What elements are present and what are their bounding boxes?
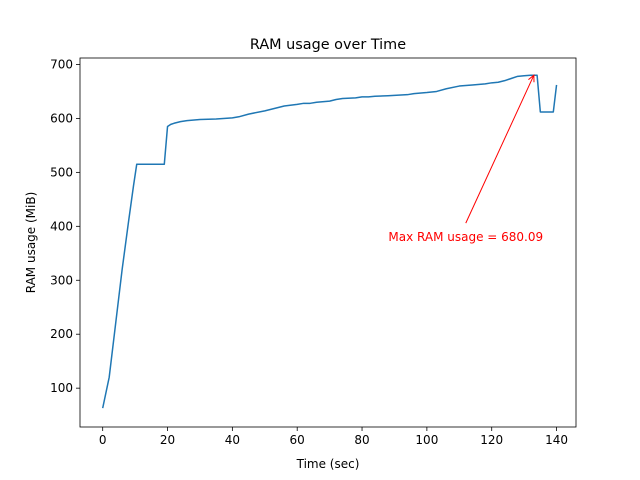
annotation-text: Max RAM usage = 680.09 — [388, 230, 543, 244]
y-tick-label: 100 — [50, 381, 73, 395]
y-tick-label: 200 — [50, 327, 73, 341]
x-tick-label: 140 — [545, 433, 568, 447]
annotation-arrowhead — [528, 74, 535, 83]
x-tick-label: 40 — [225, 433, 240, 447]
x-tick-label: 120 — [480, 433, 503, 447]
ram-usage-line — [101, 74, 558, 409]
x-tick-label: 0 — [99, 433, 107, 447]
y-tick-label: 500 — [50, 165, 73, 179]
y-axis-ticks: 100 200 300 400 500 600 700 — [50, 57, 80, 395]
y-tick-label: 300 — [50, 273, 73, 287]
y-tick-label: 700 — [50, 57, 73, 71]
y-axis-label: RAM usage (MiB) — [24, 192, 38, 294]
x-tick-label: 60 — [290, 433, 305, 447]
x-axis-ticks: 0 20 40 60 80 100 120 140 — [99, 427, 568, 447]
axes-frame — [79, 57, 577, 428]
y-tick-label: 400 — [50, 219, 73, 233]
chart-title: RAM usage over Time — [250, 37, 406, 53]
x-tick-label: 80 — [354, 433, 369, 447]
y-tick-label: 600 — [50, 111, 73, 125]
x-tick-label: 100 — [415, 433, 438, 447]
x-axis-label: Time (sec) — [296, 457, 360, 471]
x-tick-label: 20 — [160, 433, 175, 447]
max-annotation: Max RAM usage = 680.09 — [388, 74, 543, 244]
annotation-arrow — [465, 75, 535, 224]
